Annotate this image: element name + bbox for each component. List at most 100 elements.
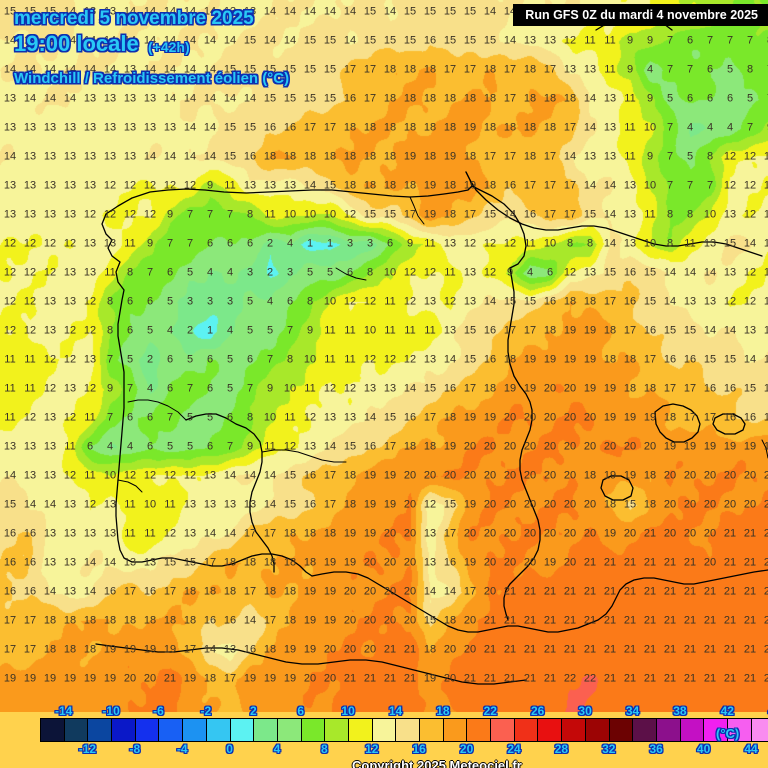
grid-value: 12 (483, 237, 497, 250)
grid-value: 21 (483, 672, 497, 685)
grid-value: 12 (83, 324, 97, 337)
grid-value: 22 (583, 672, 597, 685)
grid-value: 15 (743, 382, 757, 395)
grid-value: 12 (43, 353, 57, 366)
grid-value: 14 (303, 5, 317, 18)
grid-value: 6 (686, 92, 694, 105)
grid-value: 12 (123, 208, 137, 221)
grid-value: 20 (723, 498, 737, 511)
grid-value: 18 (403, 121, 417, 134)
grid-value: 21 (643, 527, 657, 540)
grid-value: 13 (123, 556, 137, 569)
grid-value: 16 (423, 34, 437, 47)
grid-value: 18 (343, 179, 357, 192)
grid-value: 13 (243, 498, 257, 511)
grid-value: 19 (423, 179, 437, 192)
grid-value: 12 (83, 295, 97, 308)
scale-tick-upper: -10 (102, 704, 120, 718)
grid-value: 5 (246, 295, 254, 308)
grid-value: 21 (523, 672, 537, 685)
grid-value: 9 (246, 440, 254, 453)
grid-value: 14 (723, 324, 737, 337)
grid-value: 12 (403, 266, 417, 279)
grid-value: 20 (363, 614, 377, 627)
grid-value: 9 (646, 34, 654, 47)
grid-value: 14 (43, 92, 57, 105)
grid-value: 15 (383, 34, 397, 47)
grid-value: 14 (183, 63, 197, 76)
grid-value: 21 (643, 614, 657, 627)
grid-value: 14 (663, 266, 677, 279)
grid-value: 14 (743, 353, 757, 366)
grid-value: 13 (103, 237, 117, 250)
grid-value: 21 (503, 614, 517, 627)
grid-value: 21 (343, 672, 357, 685)
grid-value: 20 (563, 527, 577, 540)
grid-value: 3 (246, 266, 254, 279)
grid-value: 20 (363, 556, 377, 569)
grid-value: 12 (763, 266, 768, 279)
grid-value: 14 (203, 92, 217, 105)
grid-value: 11 (404, 324, 416, 337)
grid-value: 14 (603, 179, 617, 192)
grid-value: 20 (483, 556, 497, 569)
grid-value: 16 (343, 92, 357, 105)
grid-value: 12 (63, 353, 77, 366)
scale-tick-upper: 34 (625, 704, 640, 718)
grid-value: 20 (723, 469, 737, 482)
scale-tick-upper: 26 (531, 704, 545, 718)
grid-value: 8 (366, 266, 374, 279)
grid-value: 20 (463, 440, 477, 453)
grid-value: 21 (743, 556, 757, 569)
grid-value: 14 (183, 121, 197, 134)
grid-value: 20 (523, 411, 537, 424)
grid-value: 14 (603, 208, 617, 221)
grid-value: 14 (503, 34, 517, 47)
grid-value: 9 (166, 208, 174, 221)
grid-value: 21 (763, 585, 768, 598)
grid-value: 12 (343, 208, 357, 221)
grid-value: 14 (343, 34, 357, 47)
grid-value: 19 (703, 440, 717, 453)
grid-value: 18 (403, 440, 417, 453)
grid-value: 2 (186, 324, 194, 337)
grid-value: 20 (563, 382, 577, 395)
grid-value: 5 (666, 92, 674, 105)
grid-value: 20 (583, 498, 597, 511)
grid-value: 17 (663, 382, 677, 395)
scale-tick-lower: 36 (649, 742, 663, 756)
grid-value: 16 (263, 121, 277, 134)
grid-value: 15 (3, 498, 17, 511)
grid-value: 18 (583, 295, 597, 308)
scale-tick-lower: 24 (507, 742, 521, 756)
grid-value: 9 (306, 324, 314, 337)
scale-tick-upper: 2 (249, 704, 257, 718)
grid-value: 14 (223, 527, 237, 540)
grid-value: 18 (263, 556, 277, 569)
grid-value: 17 (3, 643, 17, 656)
grid-value: 7 (106, 411, 114, 424)
grid-value: 13 (183, 527, 197, 540)
grid-value: 5 (186, 440, 194, 453)
grid-value: 13 (223, 5, 237, 18)
grid-value: 20 (663, 498, 677, 511)
grid-value: 11 (644, 208, 656, 221)
grid-value: 6 (246, 237, 254, 250)
grid-value: 12 (83, 382, 97, 395)
grid-value: 13 (303, 440, 317, 453)
grid-value: 21 (583, 643, 597, 656)
grid-value: 18 (523, 121, 537, 134)
grid-value: 8 (586, 237, 594, 250)
grid-value: 6 (166, 266, 174, 279)
grid-value: 7 (286, 324, 294, 337)
grid-value: 15 (683, 324, 697, 337)
grid-value: 16 (763, 411, 768, 424)
grid-value: 19 (663, 440, 677, 453)
grid-value: 11 (344, 324, 356, 337)
grid-value: 16 (243, 643, 257, 656)
grid-value: 13 (123, 121, 137, 134)
grid-value: 6 (546, 266, 554, 279)
grid-value: 13 (583, 150, 597, 163)
grid-value: 16 (443, 382, 457, 395)
grid-value: 8 (666, 208, 674, 221)
